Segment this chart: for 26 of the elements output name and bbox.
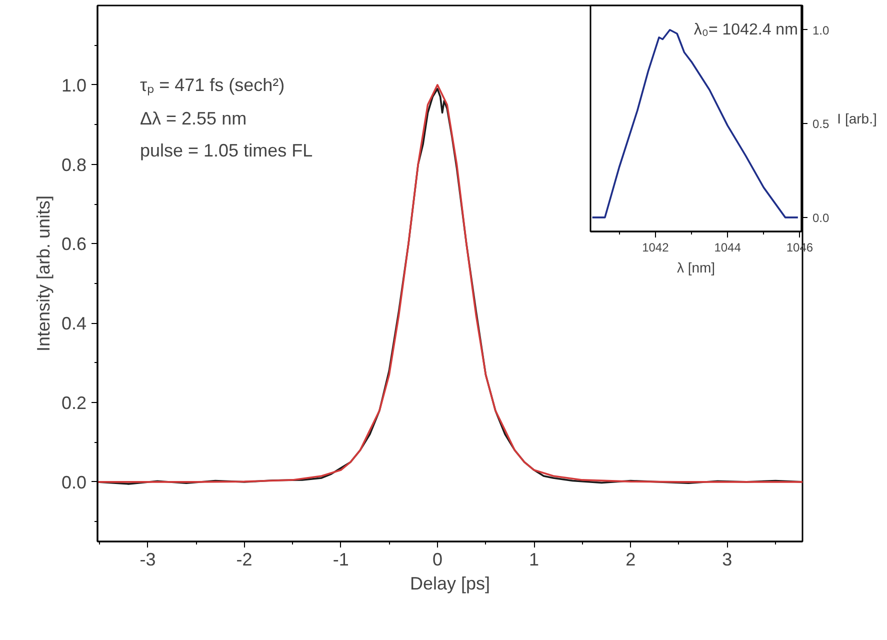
y-tick-label: 0.6 (61, 234, 87, 254)
annotation: Δλ = 2.55 nm (140, 108, 247, 129)
y-tick-label: 1.0 (61, 75, 87, 96)
y-tick-label: 0.5 (812, 117, 830, 132)
y-tick-label: 0.0 (61, 472, 87, 492)
x-tick-label: 1042 (642, 240, 670, 254)
x-tick-label: 3 (722, 550, 732, 570)
x-tick-label: 0 (432, 550, 442, 570)
y-tick-label: 0.0 (812, 210, 830, 225)
y-tick-label: 0.2 (61, 393, 87, 414)
y-tick-label: 1.0 (812, 23, 830, 38)
annotation: pulse = 1.05 times FL (140, 140, 313, 160)
x-tick-label: -3 (140, 550, 156, 570)
x-tick-label: -2 (236, 550, 252, 570)
x-tick-label: 1 (529, 550, 540, 570)
y-tick-label: 0.4 (61, 314, 87, 334)
x-tick-label: 1044 (714, 240, 742, 254)
annotation: λ₀= 1042.4 nm (694, 21, 798, 38)
y-axis-title: I [arb.] (837, 110, 877, 126)
y-axis-title: Intensity [arb. units] (33, 195, 54, 352)
x-axis-title: Delay [ps] (410, 574, 490, 594)
y-tick-label: 0.8 (61, 154, 87, 175)
x-tick-label: 2 (626, 550, 636, 570)
x-tick-label: -1 (332, 550, 349, 570)
annotation: τₚ = 471 fs (sech²) (140, 74, 285, 96)
x-axis-title: λ [nm] (676, 260, 716, 276)
